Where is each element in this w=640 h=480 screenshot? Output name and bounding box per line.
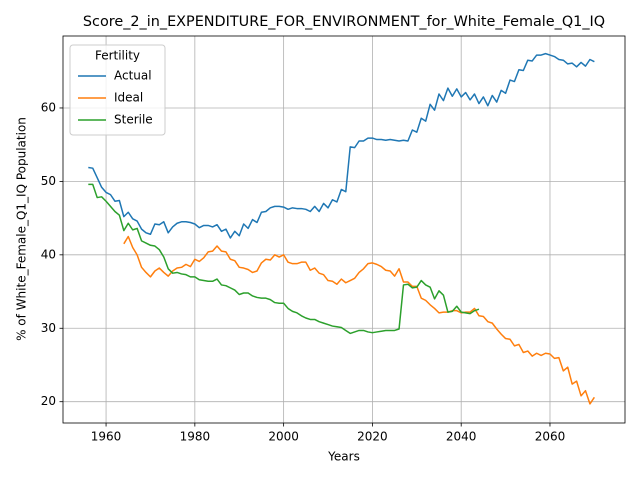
- legend-label: Ideal: [114, 91, 143, 105]
- data-line: [88, 52, 595, 239]
- y-axis-label: % of White_Female_Q1_IQ Population: [15, 117, 29, 341]
- data-line: [123, 235, 595, 405]
- legend-title: Fertility: [95, 49, 140, 63]
- legend: Fertility Actual Ideal Sterile: [69, 44, 166, 136]
- data-line: [88, 183, 480, 335]
- y-tick-label: 40: [41, 247, 56, 261]
- x-tick-label: 2060: [535, 430, 566, 444]
- y-tick-label: 20: [41, 394, 56, 408]
- x-tick-label: 2040: [446, 430, 477, 444]
- x-axis-label: Years: [327, 450, 360, 464]
- axes-frame: [62, 35, 626, 424]
- chart-title: Score_2_in_EXPENDITURE_FOR_ENVIRONMENT_f…: [83, 14, 605, 30]
- legend-box: [69, 44, 166, 136]
- x-tick-label: 2020: [357, 430, 388, 444]
- y-tick-label: 50: [41, 174, 56, 188]
- y-tick-label: 30: [41, 321, 56, 335]
- legend-label: Actual: [114, 69, 152, 83]
- y-tick-label: 60: [41, 100, 56, 114]
- x-tick-label: 1960: [91, 430, 122, 444]
- x-tick-label: 2000: [268, 430, 299, 444]
- legend-label: Sterile: [114, 113, 153, 127]
- x-tick-label: 1980: [180, 430, 211, 444]
